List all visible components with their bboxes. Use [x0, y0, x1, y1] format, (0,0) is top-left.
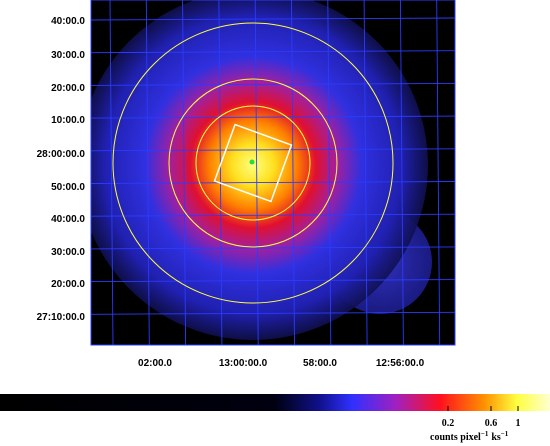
colorbar-tick-label: 1	[516, 418, 521, 429]
y-label: 40:00.0	[51, 214, 85, 225]
sky-image	[78, 0, 455, 345]
x-label: 13:00:00.0	[219, 358, 268, 369]
x-label: 58:00.0	[303, 358, 337, 369]
y-label: 30:00.0	[51, 247, 85, 258]
y-label: 50:00.0	[51, 182, 85, 193]
y-label: 20:00.0	[51, 279, 85, 290]
y-label: 20:00.0	[51, 83, 85, 94]
x-label: 02:00.0	[138, 358, 172, 369]
figure: 40:00.0 30:00.0 20:00.0 10:00.0 28:00:00.0 50…	[0, 0, 550, 446]
y-label: 27:10:00.0	[37, 312, 86, 323]
y-label: 30:00.0	[51, 50, 85, 61]
colorbar	[0, 394, 550, 411]
colorbar-tick-label: 0.6	[485, 418, 498, 429]
y-label: 28:00:00.0	[37, 149, 86, 160]
y-label: 10:00.0	[51, 115, 85, 126]
x-label: 12:56:00.0	[376, 358, 425, 369]
page: 40:00.0 30:00.0 20:00.0 10:00.0 28:00:00.0 50…	[0, 0, 550, 446]
colorbar-tick-label: 0.2	[442, 418, 455, 429]
y-label: 40:00.0	[51, 16, 85, 27]
